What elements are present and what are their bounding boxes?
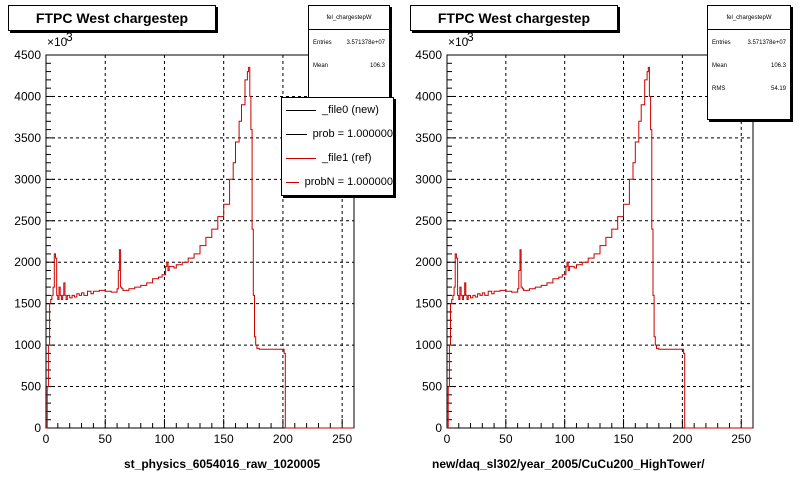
y-tick-label: 500 <box>21 380 41 394</box>
x-tick-label: 100 <box>154 432 174 446</box>
y-tick-label: 500 <box>422 380 442 394</box>
x-tick-label: 0 <box>43 432 50 446</box>
x-axis-label: new/daq_sl302/year_2005/CuCu200_HighTowe… <box>432 457 705 471</box>
right-panel: 0 50 100 150 200 250 0 500 1000 1500 2000 2500 3000 3… <box>400 0 800 480</box>
stats-value: 3.571378e+07 <box>747 39 786 46</box>
stats-row-entries: Entries 3.571378e+07 <box>309 34 389 51</box>
legend-line-black <box>286 109 316 111</box>
legend-line-red <box>286 157 316 159</box>
histogram-chart-left: 0 50 100 150 200 2500500100015002000250030003… <box>14 30 355 446</box>
stats-label: Mean <box>313 62 329 69</box>
y-tick-label: 4500 <box>415 48 442 62</box>
chart-title: FTPC West chargestep <box>410 5 618 31</box>
stats-value: 3.571378e+07 <box>346 39 385 46</box>
legend-line-red <box>286 181 299 183</box>
x-tick-label: 0 <box>444 432 451 446</box>
series-line <box>46 66 354 429</box>
stats-label: Entries <box>313 39 332 46</box>
x-tick-label: 250 <box>731 432 751 446</box>
stats-name: fel_chargestepW <box>309 6 389 30</box>
y-exponent-label: ×10 <box>47 35 68 49</box>
y-exponent-label: ×10 <box>448 35 469 49</box>
stats-value: 106.3 <box>770 62 786 69</box>
series-line <box>447 66 753 429</box>
y-tick-label: 1500 <box>415 297 442 311</box>
stats-label: RMS <box>712 85 726 92</box>
y-tick-label: 1000 <box>14 338 41 352</box>
y-tick-label: 1500 <box>14 297 41 311</box>
legend-label: _file1 (ref) <box>322 152 372 164</box>
stats-row-mean: Mean 106.3 <box>309 57 389 74</box>
left-panel: 0 50 100 150 200 250 0 500 1000 1500 2000 2500 3000 3… <box>8 5 394 471</box>
legend-entry: _file1 (ref) <box>282 146 393 170</box>
y-exponent-power: 3 <box>66 30 73 44</box>
stats-row-entries: Entries 3.571378e+07 <box>708 34 790 51</box>
y-tick-label: 3500 <box>14 131 41 145</box>
legend-entry: _file0 (new) <box>282 98 393 122</box>
stats-label: Entries <box>712 39 731 46</box>
legend: _file0 (new) prob = 1.000000 _file1 (ref… <box>281 97 394 196</box>
x-tick-label: 50 <box>499 432 513 446</box>
stats-name: fel_chargestepW <box>708 6 790 30</box>
y-tick-label: 0 <box>435 421 442 435</box>
x-tick-label: 100 <box>555 432 575 446</box>
stats-label: Mean <box>712 62 728 69</box>
y-tick-label: 2500 <box>14 214 41 228</box>
y-tick-label: 0 <box>34 421 41 435</box>
stats-value: 106.3 <box>369 62 385 69</box>
y-tick-label: 3000 <box>415 172 442 186</box>
legend-entry: probN = 1.000000 <box>282 170 393 194</box>
stats-value: 54.19 <box>770 85 786 92</box>
y-tick-label: 4000 <box>14 89 41 103</box>
y-tick-label: 2000 <box>14 255 41 269</box>
stats-row-mean: Mean 106.3 <box>708 57 790 74</box>
x-tick-label: 200 <box>672 432 692 446</box>
y-tick-label: 4500 <box>14 48 41 62</box>
x-tick-label: 250 <box>332 432 352 446</box>
x-tick-label: 150 <box>214 432 234 446</box>
x-tick-label: 50 <box>99 432 113 446</box>
chart-title: FTPC West chargestep <box>8 5 216 31</box>
x-tick-label: 150 <box>614 432 634 446</box>
legend-label: _file0 (new) <box>322 104 379 116</box>
legend-label: prob = 1.000000 <box>312 128 393 140</box>
y-tick-label: 2000 <box>415 255 442 269</box>
y-tick-label: 2500 <box>415 214 442 228</box>
stats-box: fel_chargestepW Entries 3.571378e+07 Mea… <box>707 5 791 120</box>
histogram-chart-right: 0 50 100 150 200 2500500100015002000250030003… <box>415 30 754 446</box>
legend-label: probN = 1.000000 <box>304 176 393 188</box>
stats-row-rms: RMS 54.19 <box>708 80 790 97</box>
legend-line-black <box>286 133 307 135</box>
legend-entry: prob = 1.000000 <box>282 122 393 146</box>
y-tick-label: 3500 <box>415 131 442 145</box>
x-axis-label: st_physics_6054016_raw_1020005 <box>124 457 321 471</box>
y-tick-label: 4000 <box>415 89 442 103</box>
y-tick-label: 1000 <box>415 338 442 352</box>
y-exponent-power: 3 <box>467 30 474 44</box>
y-tick-label: 3000 <box>14 172 41 186</box>
x-tick-label: 200 <box>273 432 293 446</box>
